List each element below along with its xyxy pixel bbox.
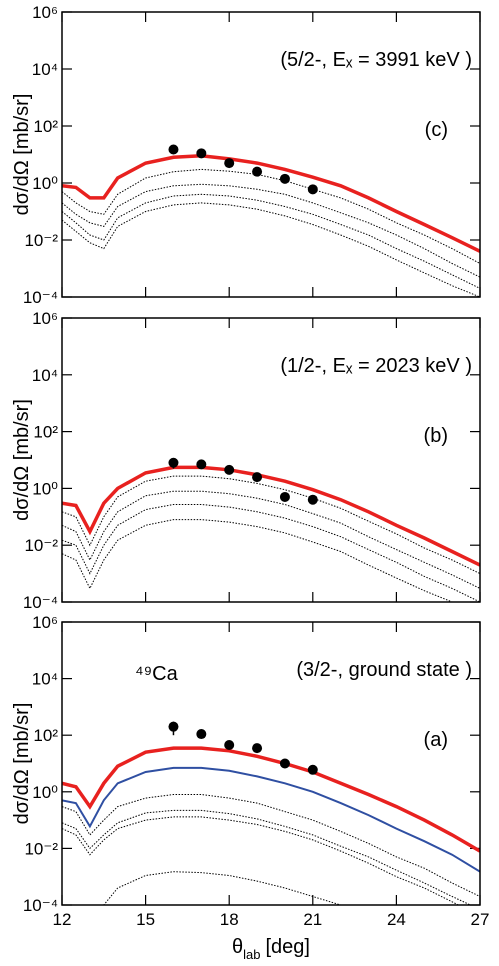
data-point <box>196 729 207 740</box>
curve <box>62 465 480 567</box>
curve <box>62 746 480 853</box>
plot-frame <box>61 317 481 603</box>
panel: 10⁻⁴ 10⁻² 10⁰ 10² 10⁴ 10⁶ dσ/dΩ [mb/sr] (1/2-, … <box>11 309 481 612</box>
x-axis-unit: [deg] <box>266 936 310 958</box>
curve <box>62 794 480 897</box>
y-tick-label: 10² <box>33 726 58 745</box>
curve <box>62 490 480 589</box>
lines <box>62 746 480 905</box>
y-tick-label: 10⁰ <box>32 783 58 802</box>
panel: 10⁻⁴ 10⁻² 10⁰ 10² 10⁴ 10⁶ dσ/dΩ [mb/sr] (5/2-, … <box>11 3 481 307</box>
data-point <box>168 721 179 732</box>
y-axis-label: dσ/dΩ [mb/sr] <box>11 399 33 521</box>
lines <box>62 154 480 297</box>
curve <box>62 809 472 905</box>
y-tick-label: 10⁴ <box>32 670 58 689</box>
y-tick-label: 10⁻⁴ <box>23 593 58 612</box>
x-tick-label: 18 <box>220 910 239 929</box>
nucleus: ⁴⁹Ca <box>135 663 179 685</box>
y-tick-label: 10⁻⁴ <box>23 896 58 915</box>
data-point <box>224 740 235 751</box>
data-point <box>279 491 290 502</box>
x-tick-label: 24 <box>387 910 406 929</box>
data-point <box>168 457 179 468</box>
curve <box>62 202 480 297</box>
data-point <box>196 148 207 159</box>
data-point <box>196 459 207 470</box>
data-point <box>252 743 263 754</box>
data-point <box>168 144 179 155</box>
panel-label: (c) <box>425 119 448 141</box>
curve <box>62 193 480 289</box>
y-tick-label: 10⁻⁴ <box>23 288 58 307</box>
y-tick-label: 10² <box>33 117 58 136</box>
panel-label: (b) <box>424 425 448 447</box>
curve <box>62 766 480 873</box>
plot-frame <box>61 11 481 298</box>
y-tick-label: 10⁻² <box>24 839 58 858</box>
curve <box>62 183 480 278</box>
panel: 10⁻⁴ 10⁻² 10⁰ 10² 10⁴ 10⁶ 12 15 18 21 24 27 dσ/dΩ [m… <box>11 613 490 962</box>
data-point <box>224 464 235 475</box>
y-tick-label: 10⁴ <box>32 60 58 79</box>
curve <box>62 504 480 602</box>
plot-frame <box>61 621 481 906</box>
x-tick-label: 27 <box>471 910 490 929</box>
y-tick-label: 10⁰ <box>32 479 58 498</box>
data-point <box>252 472 263 483</box>
annotation: (5/2-, Eₓ = 3991 keV ) <box>280 49 472 71</box>
data-point <box>224 158 235 169</box>
y-tick-label: 10² <box>33 423 58 442</box>
x-axis-label: θlab [deg] <box>232 936 310 962</box>
curve <box>62 154 480 253</box>
annotation: (3/2-, ground state ) <box>296 659 472 681</box>
x-axis-symbol: θ <box>232 936 243 958</box>
x-tick-label: 15 <box>136 910 155 929</box>
y-tick-label: 10⁶ <box>32 309 58 328</box>
curve <box>62 168 480 264</box>
y-tick-label: 10⁴ <box>32 366 58 385</box>
curve <box>103 871 343 905</box>
data-point <box>307 494 318 505</box>
y-tick-label: 10⁰ <box>32 174 58 193</box>
y-tick-label: 10⁶ <box>32 3 58 22</box>
data-point <box>307 764 318 775</box>
y-axis-label: dσ/dΩ [mb/sr] <box>11 94 33 216</box>
curve <box>62 475 480 575</box>
data-point <box>307 184 318 195</box>
y-tick-label: 10⁻² <box>24 231 58 250</box>
data-point <box>279 758 290 769</box>
data-point <box>252 166 263 177</box>
lines <box>62 465 480 602</box>
annotation: (1/2-, Eₓ = 2023 keV ) <box>280 355 472 377</box>
panel-label: (a) <box>424 729 448 751</box>
data-point <box>279 173 290 184</box>
x-tick-label: 12 <box>53 910 72 929</box>
y-tick-label: 10⁻² <box>24 536 58 555</box>
curve <box>62 519 454 602</box>
y-tick-label: 10⁶ <box>32 613 58 632</box>
x-tick-label: 21 <box>303 910 322 929</box>
y-axis-label: dσ/dΩ [mb/sr] <box>11 703 33 825</box>
curve <box>62 816 460 905</box>
x-axis-subscript: lab <box>243 947 260 962</box>
